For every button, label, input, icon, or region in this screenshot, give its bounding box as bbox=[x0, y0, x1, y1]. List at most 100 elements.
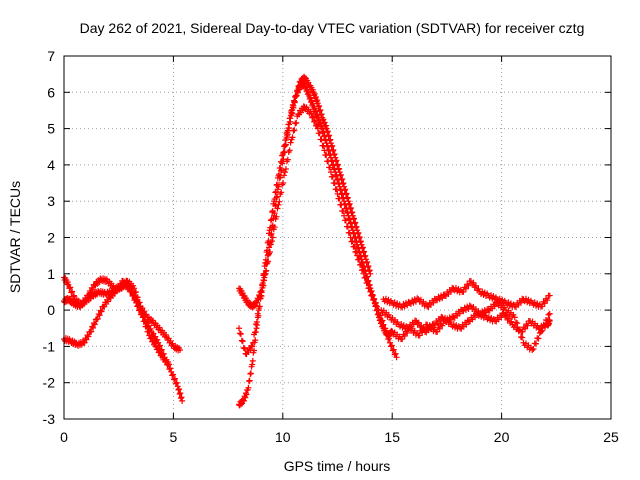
data-point bbox=[332, 154, 339, 161]
data-point bbox=[345, 198, 352, 205]
data-point bbox=[324, 129, 331, 136]
data-point bbox=[271, 210, 278, 217]
data-point bbox=[276, 174, 283, 181]
data-point bbox=[362, 252, 369, 259]
data-point bbox=[88, 328, 95, 335]
data-point bbox=[544, 297, 551, 304]
data-point bbox=[463, 321, 470, 328]
data-point bbox=[544, 317, 551, 324]
data-point bbox=[247, 346, 254, 353]
data-point bbox=[415, 319, 422, 326]
data-point bbox=[89, 286, 96, 293]
data-point bbox=[338, 176, 345, 183]
data-point bbox=[511, 314, 518, 321]
data-point bbox=[166, 361, 173, 368]
data-point bbox=[286, 147, 293, 154]
data-point bbox=[365, 263, 372, 270]
data-point bbox=[281, 172, 288, 179]
data-point bbox=[278, 167, 285, 174]
grid-lines bbox=[64, 56, 611, 419]
data-point bbox=[175, 386, 182, 393]
data-point bbox=[436, 325, 443, 332]
data-point bbox=[347, 204, 354, 211]
data-point bbox=[281, 149, 288, 156]
data-point bbox=[346, 200, 353, 207]
data-point bbox=[369, 291, 376, 298]
data-point bbox=[386, 335, 393, 342]
data-point bbox=[293, 119, 300, 126]
data-point bbox=[280, 179, 287, 186]
data-point bbox=[83, 336, 90, 343]
x-tick-label: 20 bbox=[494, 429, 510, 445]
data-point bbox=[111, 290, 118, 297]
data-point bbox=[299, 78, 306, 85]
data-point bbox=[311, 105, 318, 112]
data-point bbox=[342, 217, 349, 224]
data-point bbox=[343, 190, 350, 197]
data-point bbox=[491, 303, 498, 310]
data-point bbox=[364, 264, 371, 271]
data-point bbox=[242, 394, 249, 401]
data-point bbox=[266, 241, 273, 248]
data-point bbox=[366, 268, 373, 275]
data-point bbox=[240, 344, 247, 351]
data-point bbox=[272, 202, 279, 209]
data-point bbox=[251, 303, 258, 310]
data-point bbox=[340, 208, 347, 215]
data-point bbox=[276, 171, 283, 178]
data-point bbox=[150, 337, 157, 344]
data-point bbox=[524, 322, 531, 329]
data-point bbox=[362, 274, 369, 281]
data-point bbox=[71, 292, 78, 299]
data-point bbox=[404, 329, 411, 336]
data-point bbox=[90, 324, 97, 331]
x-tick-label: 5 bbox=[170, 429, 178, 445]
data-point bbox=[293, 92, 300, 99]
data-point bbox=[270, 215, 277, 222]
data-point bbox=[370, 296, 377, 303]
data-point bbox=[177, 395, 184, 402]
data-point bbox=[353, 248, 360, 255]
data-point bbox=[336, 195, 343, 202]
data-point bbox=[327, 136, 334, 143]
data-point bbox=[364, 279, 371, 286]
data-point bbox=[472, 314, 479, 321]
data-point bbox=[261, 271, 268, 278]
data-point bbox=[68, 289, 75, 296]
data-point bbox=[361, 253, 368, 260]
data-point bbox=[253, 318, 260, 325]
data-point bbox=[253, 325, 260, 332]
data-point bbox=[150, 330, 157, 337]
data-point bbox=[246, 377, 253, 384]
data-point bbox=[416, 332, 423, 339]
data-point bbox=[328, 143, 335, 150]
data-point bbox=[94, 315, 101, 322]
data-point bbox=[341, 212, 348, 219]
data-point bbox=[132, 296, 139, 303]
data-point bbox=[236, 330, 243, 337]
data-point bbox=[299, 107, 306, 114]
data-point bbox=[176, 385, 183, 392]
data-point bbox=[267, 231, 274, 238]
data-point bbox=[393, 354, 400, 361]
data-point bbox=[348, 210, 355, 217]
data-point bbox=[256, 303, 263, 310]
data-point bbox=[334, 190, 341, 197]
data-point bbox=[309, 114, 316, 121]
data-point bbox=[267, 239, 274, 246]
data-point bbox=[421, 326, 428, 333]
data-point bbox=[330, 146, 337, 153]
data-point bbox=[333, 157, 340, 164]
data-point bbox=[516, 327, 523, 334]
data-point bbox=[69, 288, 76, 295]
data-point bbox=[282, 141, 289, 148]
data-point bbox=[314, 125, 321, 132]
data-point bbox=[288, 111, 295, 118]
data-point bbox=[326, 164, 333, 171]
data-point bbox=[367, 270, 374, 277]
data-point bbox=[87, 289, 94, 296]
data-point bbox=[517, 299, 524, 306]
data-point bbox=[263, 261, 270, 268]
x-tick-label: 0 bbox=[60, 429, 68, 445]
